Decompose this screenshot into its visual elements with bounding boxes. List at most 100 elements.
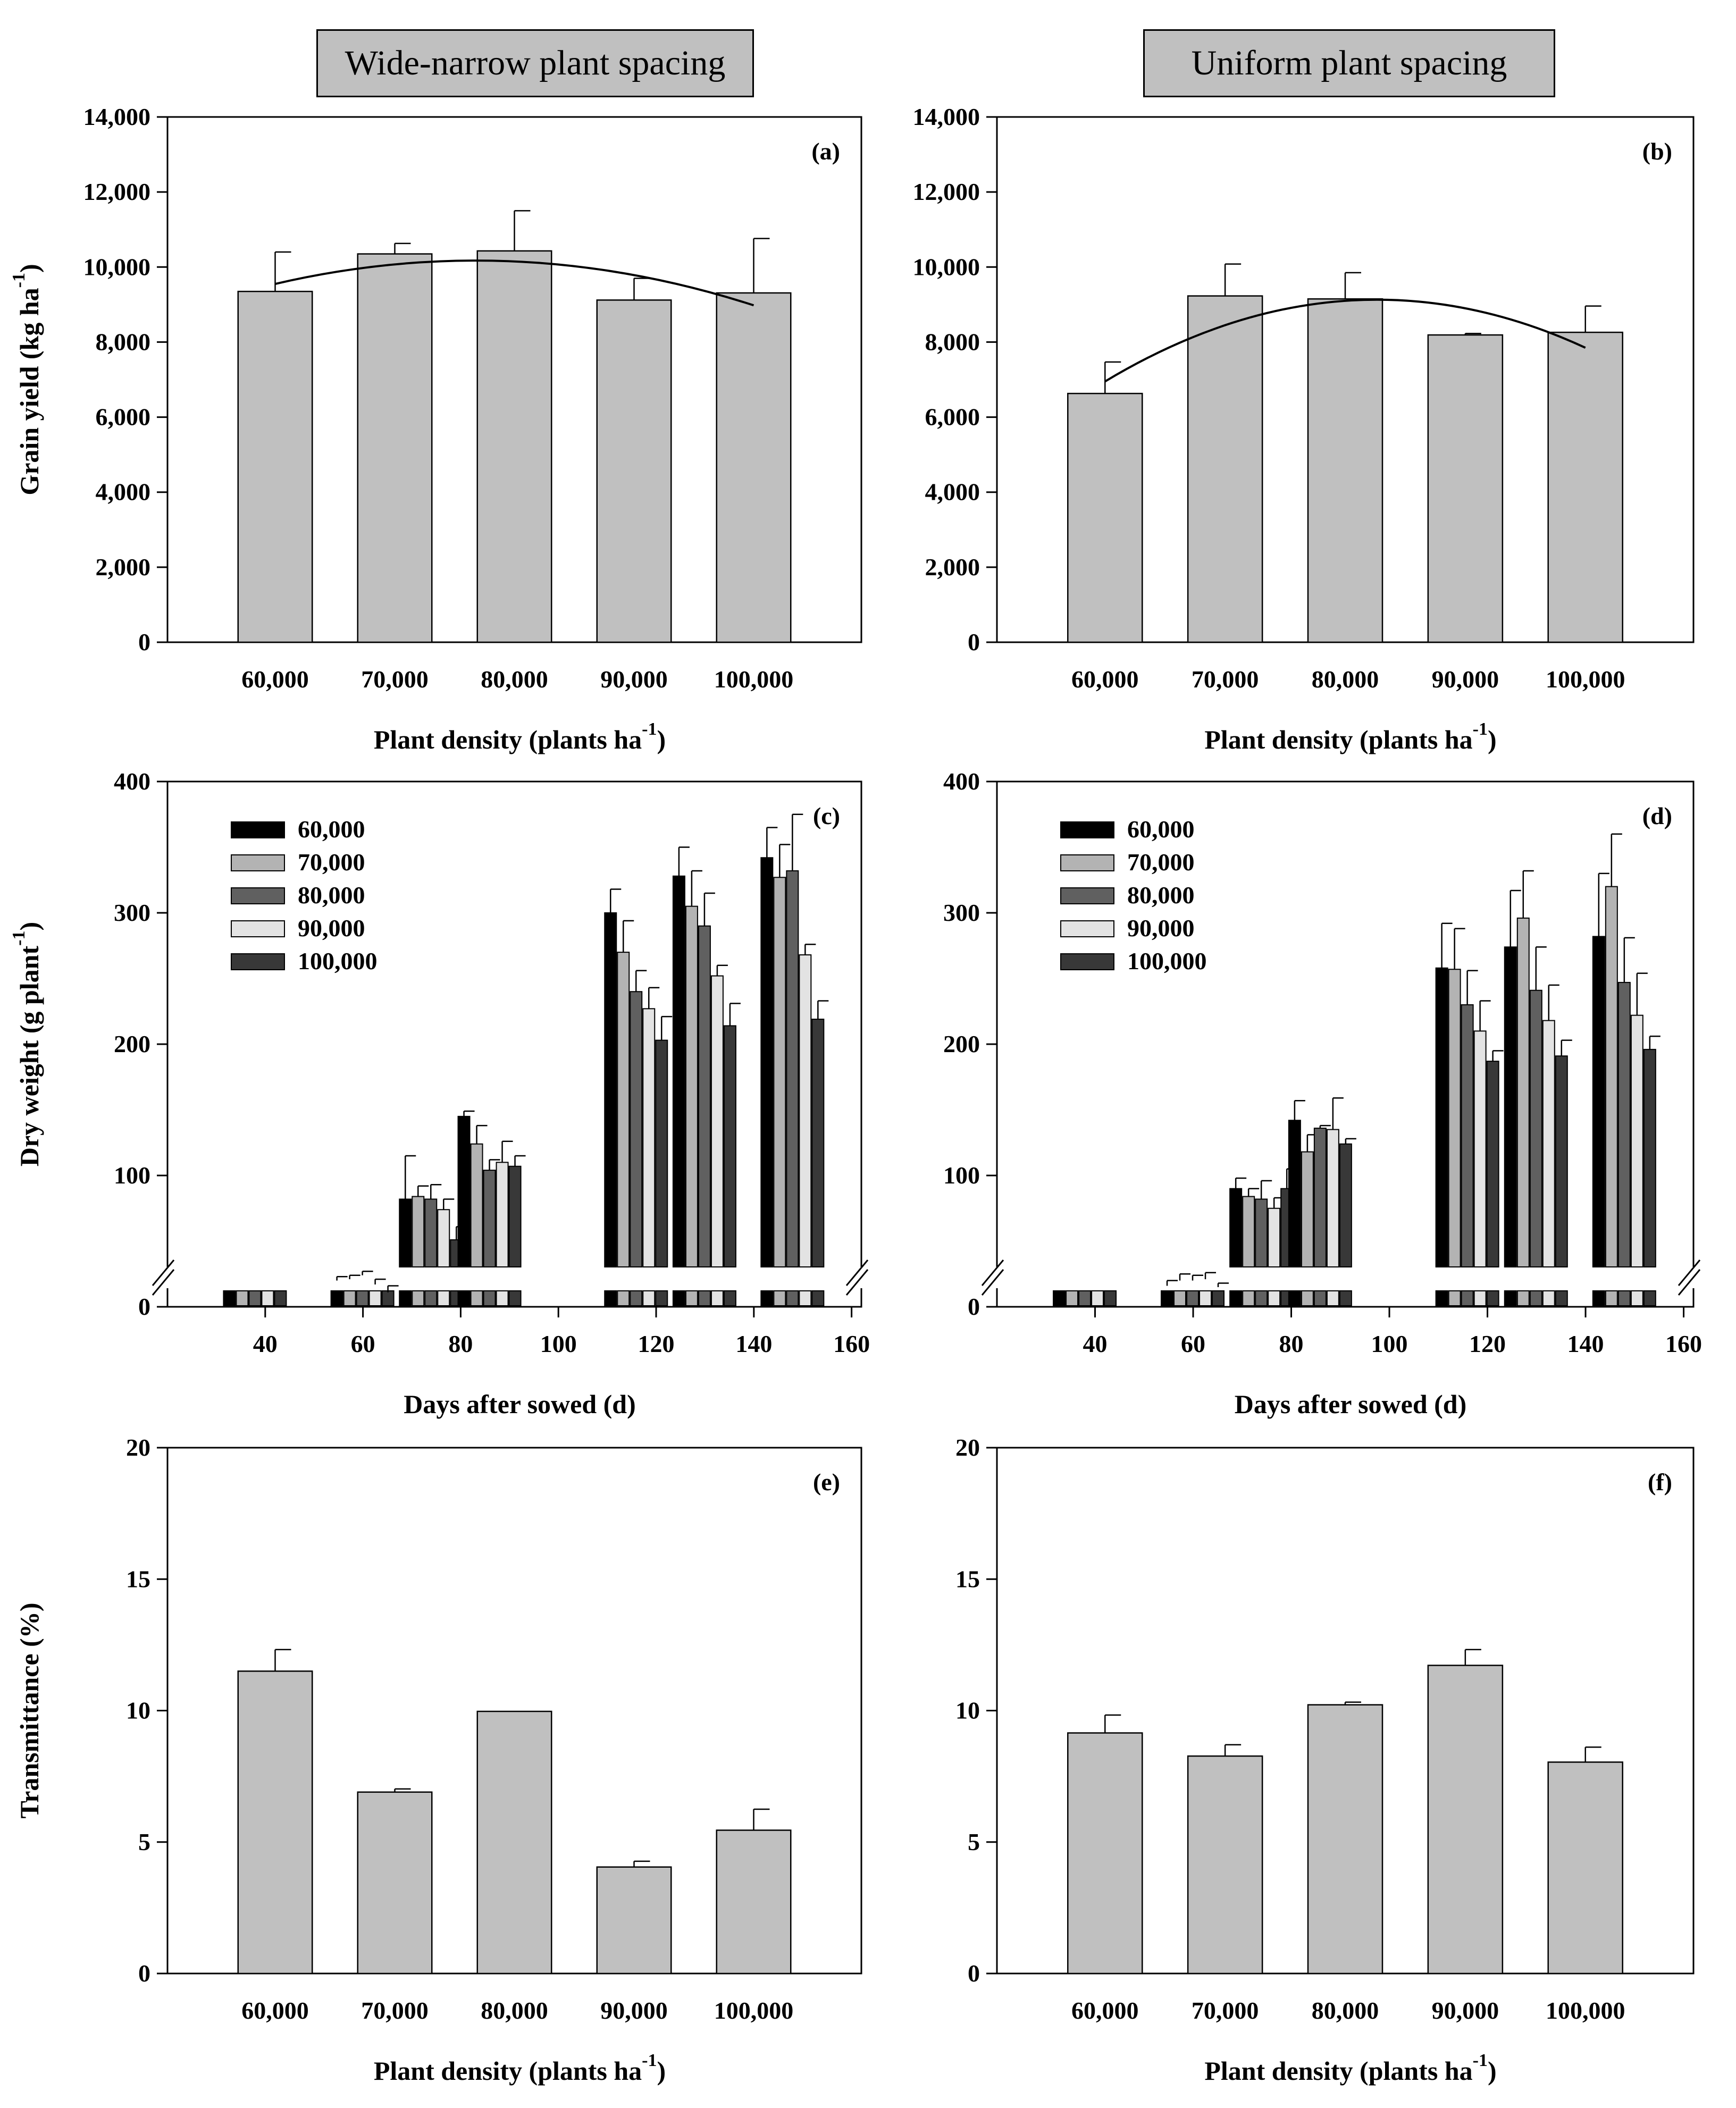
x-tick-label: 80,000 bbox=[1312, 666, 1379, 693]
bar-stub bbox=[723, 1290, 736, 1306]
bar bbox=[237, 1670, 313, 1975]
bar-stub bbox=[424, 1290, 438, 1306]
bar-stub bbox=[356, 1290, 369, 1306]
panel-label: (e) bbox=[813, 1468, 840, 1496]
y-tick-label: 10 bbox=[126, 1697, 150, 1724]
y-tick-label: 10 bbox=[955, 1697, 980, 1724]
panel-label: (b) bbox=[1642, 138, 1672, 165]
bar bbox=[1448, 969, 1461, 1267]
bar-stub bbox=[1326, 1290, 1339, 1306]
bar-stub bbox=[248, 1290, 262, 1306]
bar bbox=[1067, 1732, 1143, 1975]
bar-stub bbox=[786, 1290, 799, 1306]
header-uniform: Uniform plant spacing bbox=[1143, 29, 1555, 97]
bar bbox=[716, 292, 792, 643]
bar bbox=[1504, 946, 1517, 1267]
x-tick-label: 80,000 bbox=[481, 1997, 548, 2024]
bar bbox=[617, 952, 630, 1267]
bar bbox=[424, 1198, 438, 1267]
y-tick-label: 0 bbox=[968, 628, 980, 656]
bar-stub bbox=[1461, 1290, 1474, 1306]
y-axis-label: Dry weight (g plant-1) bbox=[9, 922, 44, 1166]
bar bbox=[1288, 1120, 1301, 1267]
bar-stub bbox=[437, 1290, 450, 1306]
chart-d: 0 100 200 300 400 40 60 80 100 120 140 160 60,000 70,… bbox=[943, 768, 1702, 1419]
legend-swatch bbox=[1060, 953, 1114, 970]
legend-swatch bbox=[231, 953, 285, 970]
x-tick-label: 100 bbox=[1371, 1330, 1408, 1357]
bar-stub bbox=[773, 1290, 786, 1306]
x-axis-label: Plant density (plants ha-1) bbox=[374, 719, 666, 754]
bar-stub bbox=[1301, 1290, 1314, 1306]
y-tick-label: 4,000 bbox=[96, 478, 151, 506]
bar-stub bbox=[1448, 1290, 1461, 1306]
x-tick-label: 100,000 bbox=[1546, 666, 1625, 693]
bar-stub bbox=[1255, 1290, 1268, 1306]
bar-stub bbox=[655, 1290, 668, 1306]
bar bbox=[437, 1209, 450, 1267]
bar bbox=[1542, 1020, 1555, 1268]
bar bbox=[237, 290, 313, 643]
bar bbox=[596, 1866, 672, 1975]
y-tick-label: 2,000 bbox=[925, 553, 980, 581]
bar-stub bbox=[1091, 1290, 1104, 1306]
x-tick-label: 100,000 bbox=[714, 1997, 794, 2024]
bar bbox=[457, 1115, 471, 1268]
bar bbox=[1187, 1755, 1263, 1975]
x-tick-label: 80 bbox=[1279, 1330, 1304, 1357]
x-axis-label: Plant density (plants ha-1) bbox=[1204, 2051, 1496, 2086]
bar-stub bbox=[1435, 1290, 1448, 1306]
bar bbox=[1630, 1014, 1643, 1268]
y-tick-label: 0 bbox=[138, 628, 150, 656]
x-tick-label: 40 bbox=[1083, 1330, 1108, 1357]
bar bbox=[1427, 1665, 1504, 1975]
bar bbox=[1435, 967, 1448, 1267]
bar bbox=[357, 253, 433, 643]
axis-break-mark bbox=[152, 1269, 175, 1296]
bar-stub bbox=[1066, 1290, 1079, 1306]
y-tick-label: 100 bbox=[114, 1162, 150, 1189]
axis-break-mark bbox=[152, 1259, 175, 1286]
bar bbox=[1067, 392, 1143, 643]
bar bbox=[1486, 1061, 1499, 1267]
y-tick-label: 6,000 bbox=[96, 404, 151, 431]
legend-label: 70,000 bbox=[298, 849, 365, 876]
panel-label: (d) bbox=[1642, 802, 1672, 829]
bar-stub bbox=[330, 1290, 343, 1306]
bar bbox=[655, 1039, 668, 1267]
chart-a: 0 2,000 4,000 6,000 8,000 10,000 12,000 14,000 6… bbox=[9, 103, 862, 754]
bar bbox=[1617, 981, 1631, 1268]
y-tick-label: 20 bbox=[955, 1434, 980, 1461]
x-tick-label: 70,000 bbox=[1192, 1997, 1259, 2024]
y-tick-label: 15 bbox=[955, 1565, 980, 1592]
bar-stub bbox=[1078, 1290, 1092, 1306]
x-tick-label: 70,000 bbox=[361, 666, 429, 693]
bar bbox=[716, 1829, 792, 1975]
bar-stub bbox=[1516, 1290, 1530, 1306]
bar-stub bbox=[399, 1290, 412, 1306]
panel-label: (c) bbox=[813, 802, 840, 829]
legend-label: 90,000 bbox=[298, 914, 365, 942]
bar-stub bbox=[710, 1290, 724, 1306]
bar-stub bbox=[698, 1290, 711, 1306]
bar bbox=[1301, 1151, 1314, 1268]
bar-stub bbox=[760, 1290, 774, 1306]
bar bbox=[723, 1025, 736, 1268]
axis-break-mark bbox=[981, 1269, 1004, 1296]
legend-label: 80,000 bbox=[1127, 881, 1195, 909]
y-tick-label: 200 bbox=[114, 1030, 150, 1057]
x-tick-label: 80,000 bbox=[1312, 1997, 1379, 2024]
axis-break-mark bbox=[981, 1259, 1004, 1286]
legend-label: 60,000 bbox=[1127, 816, 1195, 843]
bar bbox=[357, 1791, 433, 1975]
x-tick-label: 60,000 bbox=[241, 666, 309, 693]
axis-break-mark bbox=[1678, 1259, 1701, 1286]
bar bbox=[604, 912, 617, 1267]
y-tick-label: 5 bbox=[968, 1828, 980, 1855]
bar-stub bbox=[1617, 1290, 1631, 1306]
bar bbox=[1473, 1030, 1487, 1268]
x-tick-label: 100 bbox=[540, 1330, 577, 1357]
bar bbox=[1427, 334, 1504, 643]
bar-stub bbox=[1542, 1290, 1555, 1306]
